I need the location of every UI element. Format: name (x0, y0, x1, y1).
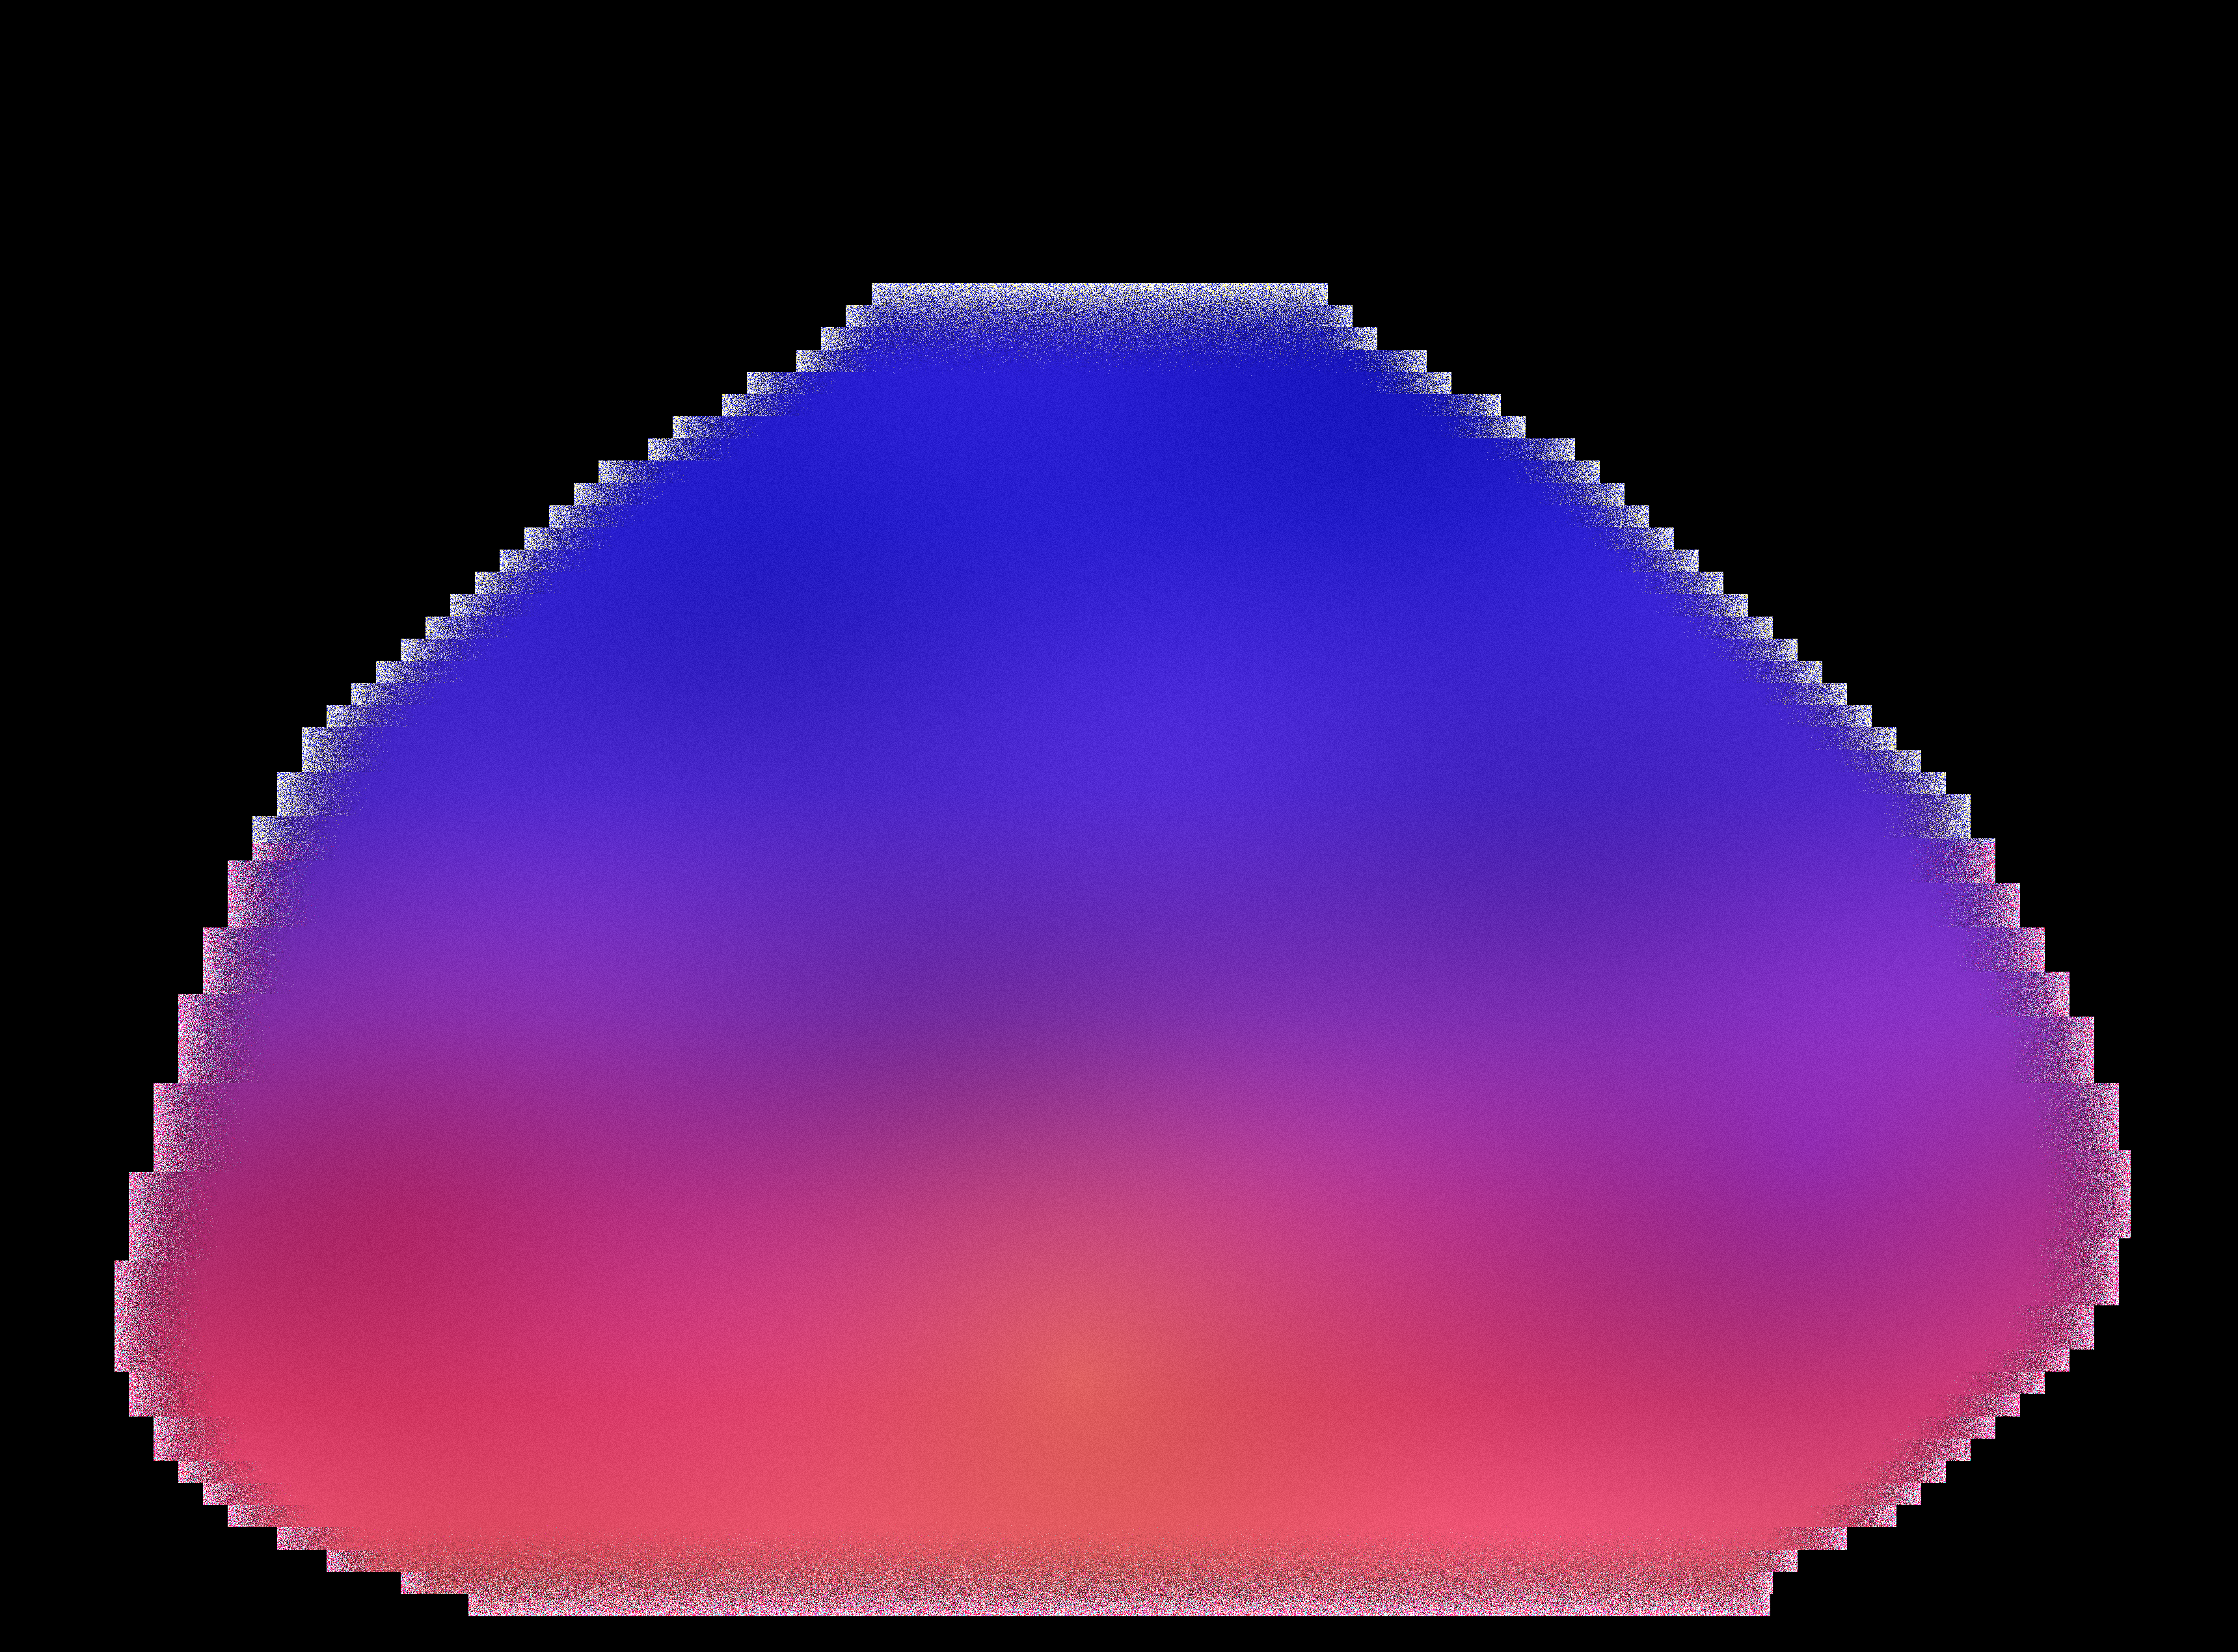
dithered-gradient-blob-canvas (0, 0, 2238, 1652)
image-stage (0, 0, 2238, 1652)
